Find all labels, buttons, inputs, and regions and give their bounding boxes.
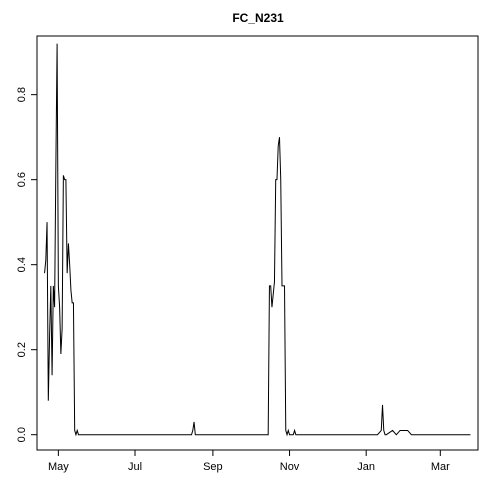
x-tick-label: Jul (128, 461, 142, 473)
y-axis: 0.0 0.2 0.4 0.6 0.8 (16, 87, 37, 442)
y-tick-label: 0.2 (16, 342, 28, 357)
x-tick-label: May (48, 461, 69, 473)
chart-title: FC_N231 (232, 11, 284, 25)
x-tick-label: Sep (203, 461, 223, 473)
y-tick-label: 0.6 (16, 172, 28, 187)
y-tick-label: 0.8 (16, 87, 28, 102)
y-tick-label: 0.4 (16, 257, 28, 272)
x-tick-label: Jan (357, 461, 375, 473)
plot-frame (36, 35, 479, 451)
x-axis: May Jul Sep Nov Jan Mar (48, 450, 450, 473)
x-tick-label: Mar (431, 461, 450, 473)
x-tick-label: Nov (280, 461, 300, 473)
series-line (44, 43, 471, 437)
y-tick-label: 0.0 (16, 427, 28, 442)
